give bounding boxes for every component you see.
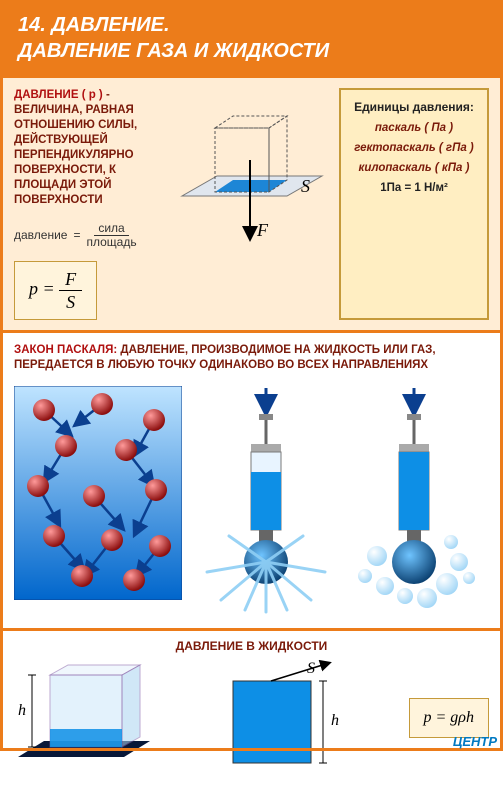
formula-p-fs: p = F S <box>14 261 97 320</box>
area-label: S <box>301 176 310 196</box>
unit-item: гектопаскаль ( гПа ) <box>349 142 479 154</box>
units-box: Единицы давления: паскаль ( Па ) гектопа… <box>339 88 489 320</box>
word-formula-eq: = <box>73 228 80 242</box>
word-formula-top: сила <box>94 222 128 236</box>
syringe-liquid-diagram <box>201 386 331 616</box>
definition-term: ДАВЛЕНИЕ ( p ) <box>14 89 103 101</box>
unit-item: килопаскаль ( кПа ) <box>349 162 479 174</box>
word-formula-lhs: давление <box>14 228 67 242</box>
liquid-cube-diagram: h <box>14 659 154 777</box>
definition-left: ДАВЛЕНИЕ ( p ) - ВЕЛИЧИНА, РАВНАЯ ОТНОШЕ… <box>14 88 169 320</box>
s-label: S <box>307 660 315 677</box>
h-label-1: h <box>18 702 26 719</box>
definition-body: - ВЕЛИЧИНА, РАВНАЯ ОТНОШЕНИЮ СИЛЫ, ДЕЙСТ… <box>14 89 137 206</box>
liquid-column-diagram: S h <box>211 659 351 777</box>
force-label: F <box>256 220 269 240</box>
syringe-gas-diagram <box>349 386 489 616</box>
units-title: Единицы давления: <box>349 100 479 114</box>
word-formula-bot: площадь <box>86 236 136 249</box>
section-liquid-pressure: ДАВЛЕНИЕ В ЖИДКОСТИ h <box>0 631 503 787</box>
definition-text: ДАВЛЕНИЕ ( p ) - ВЕЛИЧИНА, РАВНАЯ ОТНОШЕ… <box>14 88 169 208</box>
formula-eq: = <box>43 279 55 299</box>
molecules-diagram <box>14 386 182 600</box>
header-line2: ДАВЛЕНИЕ ГАЗА И ЖИДКОСТИ <box>18 38 485 64</box>
header: 14. ДАВЛЕНИЕ. ДАВЛЕНИЕ ГАЗА И ЖИДКОСТИ <box>0 0 503 78</box>
formula-num: F <box>59 270 82 291</box>
section-definition: ДАВЛЕНИЕ ( p ) - ВЕЛИЧИНА, РАВНАЯ ОТНОШЕ… <box>0 78 503 330</box>
unit-item: паскаль ( Па ) <box>349 122 479 134</box>
word-formula: давление = сила площадь <box>14 222 169 249</box>
cube-diagram: F S <box>177 88 332 320</box>
pascal-text: ЗАКОН ПАСКАЛЯ: ДАВЛЕНИЕ, ПРОИЗВОДИМОЕ НА… <box>14 343 489 374</box>
unit-last: 1Па = 1 Н/м² <box>349 182 479 194</box>
formula-lhs: p <box>29 279 38 299</box>
section3-title: ДАВЛЕНИЕ В ЖИДКОСТИ <box>14 639 489 653</box>
formula-den: S <box>66 291 75 311</box>
brand-label: ЦЕНТР <box>453 734 497 749</box>
header-line1: 14. ДАВЛЕНИЕ. <box>18 12 485 38</box>
formula-pgph: p = gρh <box>409 698 489 738</box>
pascal-title: ЗАКОН ПАСКАЛЯ: <box>14 344 117 356</box>
section-pascal: ЗАКОН ПАСКАЛЯ: ДАВЛЕНИЕ, ПРОИЗВОДИМОЕ НА… <box>0 333 503 628</box>
h-label-2: h <box>331 712 339 729</box>
